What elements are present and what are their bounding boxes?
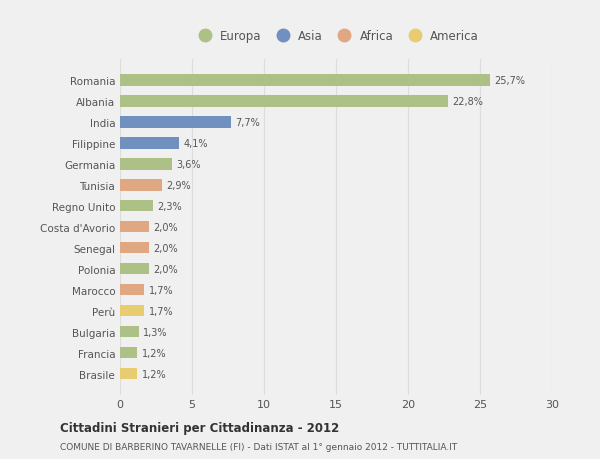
Bar (120, 221, 149, 233)
Bar (120, 179, 162, 191)
Bar (120, 284, 145, 296)
Text: 1,2%: 1,2% (142, 348, 166, 358)
Bar (120, 305, 145, 317)
Text: COMUNE DI BARBERINO TAVARNELLE (FI) - Dati ISTAT al 1° gennaio 2012 - TUTTITALIA: COMUNE DI BARBERINO TAVARNELLE (FI) - Da… (60, 442, 457, 451)
Text: 7,7%: 7,7% (235, 118, 260, 128)
Text: 4,1%: 4,1% (184, 139, 208, 148)
Text: 2,0%: 2,0% (153, 222, 178, 232)
Text: 1,7%: 1,7% (149, 306, 173, 316)
Text: 25,7%: 25,7% (494, 76, 526, 86)
Bar (120, 201, 153, 212)
Text: 22,8%: 22,8% (452, 96, 484, 106)
Text: 1,3%: 1,3% (143, 327, 167, 337)
Text: 2,3%: 2,3% (157, 202, 182, 211)
Bar (120, 75, 490, 86)
Text: 2,9%: 2,9% (166, 180, 191, 190)
Text: Cittadini Stranieri per Cittadinanza - 2012: Cittadini Stranieri per Cittadinanza - 2… (60, 421, 339, 434)
Text: 2,0%: 2,0% (153, 264, 178, 274)
Text: 1,2%: 1,2% (142, 369, 166, 379)
Bar (120, 242, 149, 254)
Legend: Europa, Asia, Africa, America: Europa, Asia, Africa, America (188, 25, 484, 48)
Bar (120, 159, 172, 170)
Bar (120, 263, 149, 275)
Bar (120, 117, 231, 128)
Bar (120, 347, 137, 358)
Bar (120, 368, 137, 380)
Text: 3,6%: 3,6% (176, 159, 200, 169)
Bar (120, 326, 139, 338)
Bar (120, 96, 448, 107)
Text: 1,7%: 1,7% (149, 285, 173, 295)
Text: 2,0%: 2,0% (153, 243, 178, 253)
Bar (120, 138, 179, 149)
